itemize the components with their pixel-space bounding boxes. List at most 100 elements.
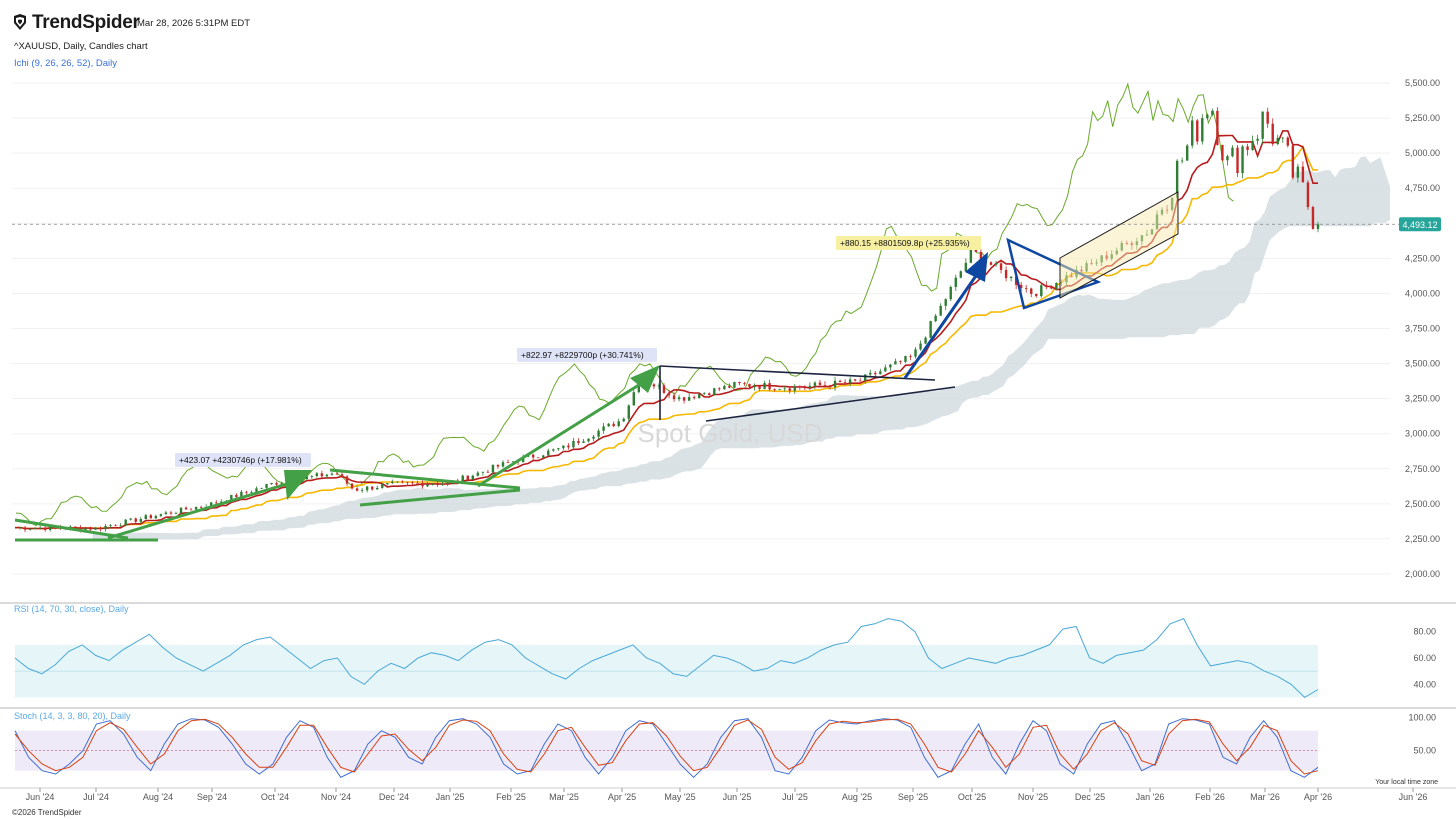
- candle-body: [84, 528, 87, 531]
- candle-body: [391, 481, 394, 484]
- candle-body: [1180, 160, 1184, 162]
- candle-body: [370, 486, 374, 490]
- trendline: [14, 518, 129, 540]
- candle-body: [1226, 156, 1229, 161]
- candle-body: [1316, 224, 1320, 229]
- candle-body: [245, 491, 248, 493]
- symbol-title[interactable]: ^XAUUSD, Daily, Candles chart: [14, 41, 148, 52]
- trendline: [903, 269, 982, 379]
- candle-body: [436, 484, 439, 485]
- candle-body: [964, 262, 968, 272]
- candle-body: [823, 384, 827, 386]
- candle-body: [542, 455, 545, 458]
- ichimoku-legend[interactable]: Ichi (9, 26, 26, 52), Daily: [14, 58, 117, 69]
- rsi-tick-label: 40.00: [1413, 679, 1436, 689]
- candle-body: [843, 382, 847, 383]
- candle-body: [1211, 110, 1214, 115]
- candle-body: [109, 525, 112, 527]
- candle-body: [788, 388, 791, 391]
- stoch-tick-label: 100.00: [1408, 712, 1436, 722]
- x-tick-label: Dec '25: [1075, 792, 1105, 802]
- candle-body: [411, 482, 414, 484]
- candle-body: [677, 397, 681, 400]
- candle-body: [768, 383, 771, 390]
- candle-body: [335, 473, 339, 475]
- candle-body: [320, 473, 324, 477]
- candle-body: [210, 502, 213, 507]
- candle-body: [622, 418, 625, 422]
- candle-body: [1030, 288, 1033, 294]
- candle-body: [793, 386, 796, 391]
- annotation-label: +880.15 +8801509.8p (+25.935%): [840, 238, 970, 248]
- candle-body: [778, 389, 781, 390]
- candle-body: [1256, 138, 1259, 141]
- x-tick-label: Jun '24: [26, 792, 55, 802]
- x-tick-label: Aug '24: [143, 792, 173, 802]
- y-tick-label: 4,250.00: [1405, 253, 1440, 263]
- candle-body: [748, 383, 751, 387]
- candle-body: [959, 271, 963, 278]
- candle-body: [627, 405, 630, 419]
- candle-body: [134, 518, 137, 522]
- candle-body: [763, 383, 766, 389]
- candle-body: [496, 464, 500, 467]
- candle-body: [139, 519, 142, 522]
- copyright: ©2026 TrendSpider: [12, 808, 82, 817]
- candle-body: [149, 515, 153, 519]
- candle-body: [808, 385, 812, 388]
- candle-body: [1055, 282, 1058, 289]
- candle-body: [1286, 137, 1290, 146]
- candle-body: [124, 519, 127, 526]
- candle-body: [738, 382, 741, 384]
- candle-body: [728, 385, 731, 388]
- candle-body: [698, 394, 701, 399]
- candle-body: [1196, 120, 1199, 142]
- candle-body: [597, 430, 600, 437]
- candle-body: [592, 436, 595, 439]
- candle-body: [884, 367, 887, 372]
- x-tick-label: Feb '26: [1195, 792, 1225, 802]
- brand-logo: TrendSpider: [32, 12, 140, 33]
- candle-body: [265, 484, 268, 488]
- y-tick-label: 3,750.00: [1405, 324, 1440, 334]
- candle-body: [1014, 276, 1018, 285]
- candle-body: [864, 374, 867, 381]
- candle-body: [114, 525, 117, 527]
- x-tick-label: Feb '25: [496, 792, 526, 802]
- candle-body: [853, 379, 857, 381]
- candle-body: [1246, 146, 1249, 151]
- y-tick-label: 2,750.00: [1405, 464, 1440, 474]
- candle-body: [431, 484, 434, 485]
- candle-body: [446, 481, 449, 484]
- candle-body: [1035, 293, 1038, 297]
- candle-body: [169, 512, 173, 514]
- candle-body: [1306, 182, 1310, 208]
- candle-body: [879, 371, 882, 375]
- candle-body: [376, 487, 379, 490]
- x-tick-label: Aug '25: [842, 792, 872, 802]
- chikou-line: [15, 82, 1234, 527]
- candle-body: [682, 397, 686, 401]
- candle-body: [159, 514, 163, 516]
- candle-body: [869, 372, 872, 375]
- candle-body: [572, 440, 575, 448]
- annotation-box: [517, 348, 657, 362]
- candle-body: [340, 474, 344, 477]
- x-tick-label: Jul '25: [782, 792, 808, 802]
- candle-body: [919, 343, 922, 350]
- candle-body: [753, 386, 756, 388]
- candle-body: [1206, 114, 1209, 119]
- candle-body: [381, 484, 384, 488]
- candle-body: [179, 507, 183, 514]
- candle-body: [365, 486, 369, 491]
- y-tick-label: 5,000.00: [1405, 148, 1440, 158]
- candle-body: [330, 473, 334, 475]
- candle-body: [1301, 166, 1305, 183]
- candle-body: [838, 380, 842, 383]
- candle-body: [355, 488, 359, 491]
- candle-body: [350, 483, 354, 489]
- candle-body: [1185, 145, 1189, 161]
- candle-body: [23, 527, 27, 530]
- trendspider-logo-icon: [14, 14, 26, 30]
